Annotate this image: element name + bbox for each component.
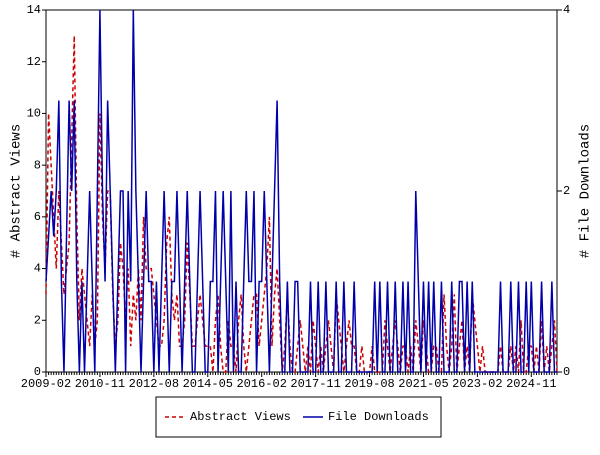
legend-box <box>155 396 442 438</box>
y2-axis-title: # File Downloads <box>578 124 594 258</box>
y-tick-label: 4 <box>34 262 41 276</box>
y2-tick-label: 4 <box>563 3 570 17</box>
x-tick-label: 2014-05 <box>183 377 233 391</box>
x-tick-label: 2024-11 <box>506 377 556 391</box>
y2-tick-label: 0 <box>563 365 570 379</box>
x-tick-label: 2012-08 <box>129 377 179 391</box>
y-tick-label: 10 <box>27 107 41 121</box>
y-tick-label: 0 <box>34 365 41 379</box>
y-tick-label: 12 <box>27 55 41 69</box>
x-tick-label: 2009-02 <box>21 377 71 391</box>
y-tick-label: 6 <box>34 210 41 224</box>
x-tick-label: 2017-11 <box>290 377 340 391</box>
x-tick-label: 2023-02 <box>452 377 502 391</box>
y-tick-label: 14 <box>27 3 41 17</box>
series-line <box>45 35 558 373</box>
x-tick-label: 2010-11 <box>75 377 125 391</box>
series-line <box>45 9 557 373</box>
x-tick-label: 2016-02 <box>236 377 286 391</box>
y-axis-title: # Abstract Views <box>9 124 25 258</box>
legend-label: File Downloads <box>328 410 429 424</box>
x-tick-label: 2021-05 <box>398 377 448 391</box>
y-tick-label: 8 <box>34 158 41 172</box>
y-tick-label: 2 <box>34 313 41 327</box>
y2-tick-label: 2 <box>563 184 570 198</box>
x-tick-label: 2019-08 <box>344 377 394 391</box>
legend-label: Abstract Views <box>190 410 291 424</box>
